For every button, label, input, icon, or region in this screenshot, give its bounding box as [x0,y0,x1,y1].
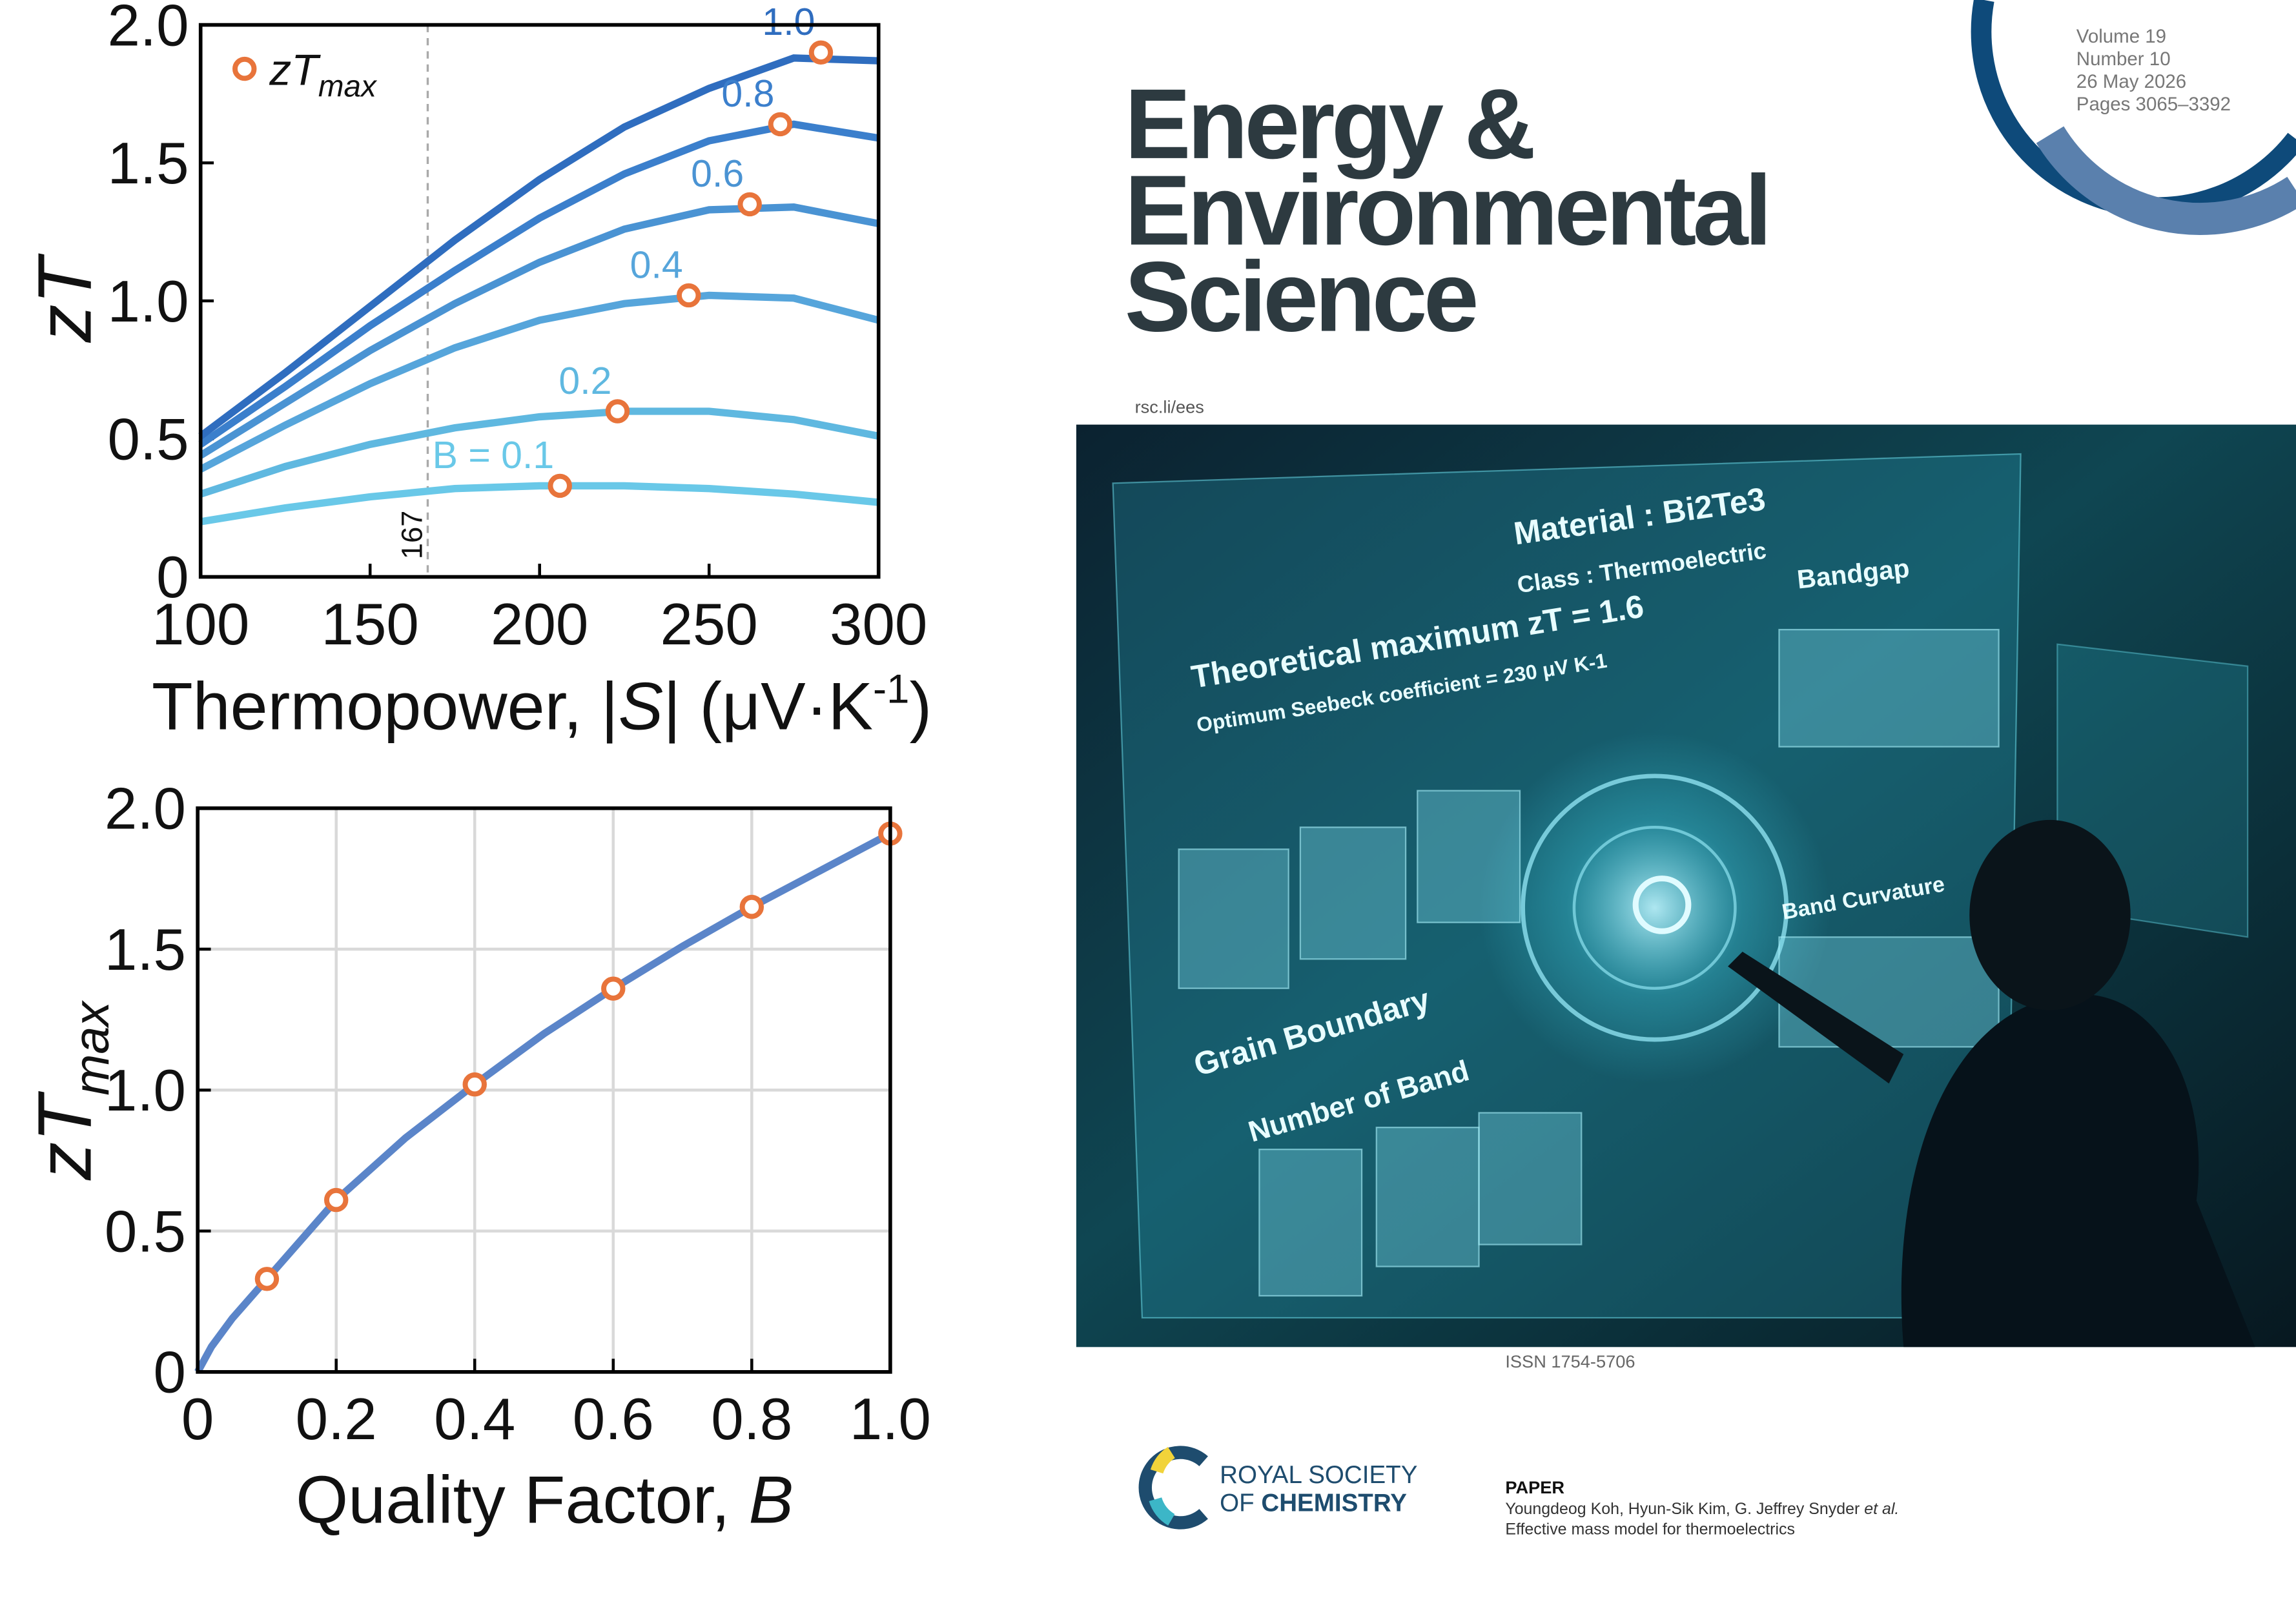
series-label: 0.8 [721,73,774,115]
y-tick-label: 0 [154,1340,186,1406]
plot-frame [198,23,881,579]
person-head [1969,819,2131,1010]
x-axis-label-part: ) [910,669,932,744]
person [1901,994,2255,1347]
legend-text: zT [269,46,321,95]
y-tick-label: 2.0 [107,0,189,58]
x-tick-label: 200 [491,592,588,657]
y-tick-label: 1.5 [105,917,186,983]
marker [601,976,626,1001]
cover-logo-arc [2036,126,2296,235]
series-line [199,407,879,498]
cover-image [1076,424,2296,1347]
legend-label: zTmax [269,46,378,104]
publisher-part: CHEMISTRY [1261,1489,1407,1517]
series-line [198,203,879,459]
y-axis-label: zT [22,253,107,343]
x-axis-label: Thermopower, |S| (μV·K-1) [152,667,932,744]
section: PAPER [1505,1477,1564,1497]
series-line [198,54,879,440]
y-tick-label: 2.0 [105,777,186,842]
reference-label: 167 [395,511,428,560]
x-tick-label: 0.2 [296,1387,377,1452]
x-axis-label-part: -1 [873,667,909,712]
series-label: 0.6 [691,153,744,195]
series-line [199,291,880,473]
x-tick-label: 150 [322,592,419,657]
series-label: 0.4 [630,244,683,286]
publisher: OF CHEMISTRY [1220,1489,1407,1517]
series-line [198,120,879,447]
panels [1178,628,2000,1297]
marker [462,1072,487,1097]
x-axis-label-part: | (μV·K [663,669,873,744]
marker [548,473,572,498]
journal-title: Science [1125,241,1476,353]
y-tick-label: 1.5 [107,131,189,196]
y-tick-label: 0 [156,545,189,610]
legend-subscript: max [318,70,378,104]
issue-info: Pages 3065–3392 [2076,94,2231,115]
series-label: 1.0 [762,1,815,43]
rsc-logo [1138,1446,1208,1530]
y-tick-label: 0.5 [105,1199,186,1264]
marker [739,894,764,919]
hologram-ring [1521,773,1789,1042]
x-tick-label: 0.8 [711,1387,792,1452]
issue-info: Number 10 [2076,48,2171,70]
marker [676,283,701,308]
x-axis-label: Quality Factor, B [296,1462,794,1537]
marker [605,399,630,424]
x-tick-label: 100 [152,592,249,657]
series-line [194,830,892,1374]
issue-info: Volume 19 [2076,26,2166,47]
y-axis-label-part: zT [22,1091,107,1181]
plot-frame [196,806,892,1374]
x-tick-label: 0.4 [434,1387,515,1452]
x-tick-label: 0 [181,1387,214,1452]
person-arm [1728,952,1904,1084]
series-label: 0.2 [559,360,611,402]
issn: ISSN 1754-5706 [1505,1351,1635,1371]
x-tick-label: 250 [661,592,758,657]
marker [737,192,762,217]
journal-title: Environmental [1125,154,1768,266]
article-title: Effective mass model for thermoelectrics [1505,1521,1795,1539]
x-tick-label: 1.0 [850,1387,931,1452]
x-axis-label-part: Thermopower, | [152,669,619,744]
x-tick-label: 300 [830,592,927,657]
journal-title: Energy & [1125,68,1533,179]
y-tick-label: 1.0 [105,1058,186,1123]
legend-marker [232,56,257,81]
hologram-core [1632,876,1692,934]
x-axis-label-part: S [619,669,664,744]
marker [323,1187,349,1213]
authors-part: Youngdeog Koh, Hyun-Sik Kim, G. Jeffrey … [1505,1500,1864,1518]
hologram-glow [1479,732,1830,1084]
authors: Youngdeog Koh, Hyun-Sik Kim, G. Jeffrey … [1505,1500,1899,1518]
marker [808,40,834,65]
journal-url: rsc.li/ees [1135,397,1204,417]
y-axis-label-part: max [64,1000,119,1096]
series-line [200,482,879,526]
authors-part: et al. [1864,1500,1899,1518]
y-tick-label: 1.0 [107,269,189,334]
marker [768,112,793,137]
y-axis-label: zTmax [22,1000,119,1181]
y-tick-label: 0.5 [107,407,189,473]
x-axis-label-part: B [749,1462,794,1537]
x-tick-label: 0.6 [573,1387,654,1452]
publisher-part: OF [1220,1489,1261,1517]
issue-info: 26 May 2026 [2076,71,2186,92]
marker [254,1267,280,1291]
publisher: ROYAL SOCIETY [1220,1461,1417,1489]
series-label: B = 0.1 [433,435,554,476]
hologram-ring [1572,825,1737,990]
x-axis-label-part: Quality Factor, [296,1462,748,1537]
